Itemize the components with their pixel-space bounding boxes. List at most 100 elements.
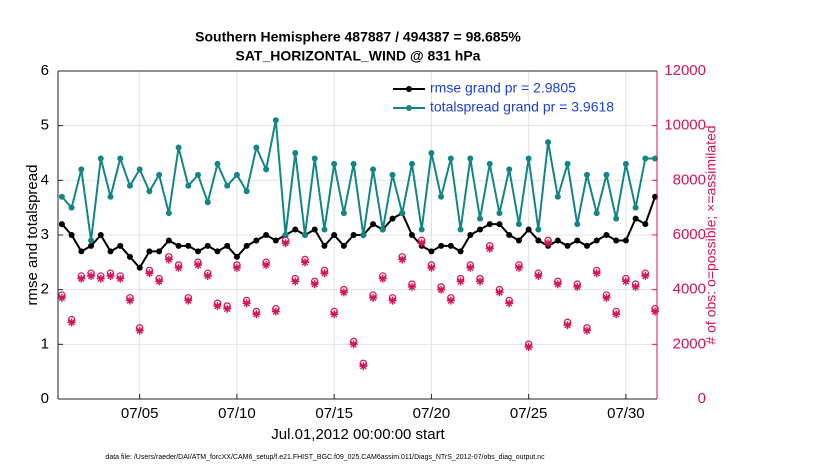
point bbox=[564, 242, 571, 249]
point bbox=[418, 226, 425, 233]
point bbox=[642, 221, 649, 228]
obs-assimilated bbox=[223, 304, 232, 313]
obs-assimilated bbox=[407, 282, 416, 291]
point bbox=[117, 242, 124, 249]
point bbox=[408, 160, 415, 167]
point bbox=[214, 160, 221, 167]
y-tick-label: 6 bbox=[41, 62, 49, 79]
obs-assimilated bbox=[573, 282, 582, 291]
point bbox=[389, 171, 396, 178]
point bbox=[195, 248, 202, 255]
point bbox=[583, 171, 590, 178]
obs-assimilated bbox=[544, 239, 553, 248]
point bbox=[107, 193, 114, 200]
legend-label: rmse grand pr = 2.9805 bbox=[430, 80, 576, 96]
point bbox=[156, 171, 163, 178]
y-tick-label: 4 bbox=[41, 171, 49, 188]
point bbox=[263, 166, 270, 173]
obs-assimilated bbox=[252, 310, 261, 319]
point bbox=[467, 232, 474, 238]
point bbox=[272, 117, 279, 124]
obs-assimilated bbox=[67, 318, 76, 327]
obs-assimilated bbox=[651, 307, 660, 316]
obs-assimilated bbox=[631, 282, 640, 291]
point bbox=[146, 188, 153, 195]
obs-assimilated bbox=[514, 263, 523, 272]
chart-subtitle: SAT_HORIZONTAL_WIND @ 831 hPa bbox=[236, 48, 481, 64]
footnote: data file: /Users/raeder/DAI/ATM_forcXX/… bbox=[105, 454, 545, 461]
point bbox=[165, 237, 172, 244]
point bbox=[78, 166, 85, 173]
obs-assimilated bbox=[602, 293, 611, 302]
point bbox=[350, 160, 357, 167]
legend-label: totalspread grand pr = 3.9618 bbox=[430, 99, 614, 115]
point bbox=[554, 237, 561, 244]
point bbox=[613, 237, 620, 244]
point bbox=[156, 248, 163, 255]
point bbox=[243, 188, 250, 195]
obs-assimilated bbox=[495, 288, 504, 297]
point bbox=[477, 226, 484, 233]
obs-assimilated bbox=[116, 274, 125, 283]
point bbox=[370, 166, 377, 173]
point bbox=[117, 155, 124, 162]
point bbox=[331, 232, 338, 238]
point bbox=[136, 166, 143, 173]
point bbox=[233, 171, 240, 178]
point bbox=[593, 210, 600, 217]
obs-assimilated bbox=[592, 269, 601, 278]
point bbox=[457, 226, 464, 233]
point bbox=[525, 155, 532, 162]
point bbox=[272, 237, 279, 244]
point bbox=[603, 232, 610, 238]
point bbox=[389, 215, 396, 222]
obs-assimilated bbox=[476, 277, 485, 286]
point bbox=[496, 210, 503, 217]
obs-assimilated bbox=[582, 326, 591, 335]
point bbox=[78, 248, 85, 255]
y2-tick-label: 6000 bbox=[673, 226, 706, 243]
obs-assimilated bbox=[388, 296, 397, 305]
point bbox=[545, 139, 552, 146]
point bbox=[428, 150, 435, 156]
point bbox=[457, 248, 464, 255]
obs-assimilated bbox=[524, 343, 533, 352]
point bbox=[214, 248, 221, 255]
obs-assimilated bbox=[213, 302, 222, 311]
obs-assimilated bbox=[349, 340, 358, 349]
point bbox=[292, 226, 299, 233]
obs-assimilated bbox=[456, 277, 465, 286]
point bbox=[165, 210, 172, 217]
obs-assimilated bbox=[77, 274, 86, 283]
point bbox=[467, 155, 474, 162]
y2-tick-label: 12000 bbox=[664, 62, 706, 79]
point bbox=[263, 232, 270, 238]
point bbox=[185, 182, 192, 189]
point bbox=[438, 242, 445, 249]
point bbox=[253, 237, 260, 244]
point bbox=[321, 226, 328, 233]
y2-axis-label: # of obs: o=possible; ×=assimilated bbox=[703, 125, 719, 344]
point bbox=[58, 193, 65, 200]
point bbox=[126, 253, 133, 260]
point bbox=[370, 221, 377, 228]
point bbox=[603, 171, 610, 178]
obs-assimilated bbox=[417, 239, 426, 248]
point bbox=[399, 210, 406, 217]
y-tick-label: 1 bbox=[41, 335, 49, 352]
y2-tick-label: 4000 bbox=[673, 281, 706, 298]
point bbox=[506, 232, 513, 238]
obs-assimilated bbox=[281, 239, 290, 248]
point bbox=[224, 182, 231, 189]
y2-tick-label: 0 bbox=[698, 390, 706, 407]
obs-assimilated bbox=[505, 299, 514, 308]
y-tick-label: 5 bbox=[41, 117, 49, 134]
point bbox=[126, 182, 133, 189]
obs-assimilated bbox=[612, 310, 621, 319]
point bbox=[224, 242, 231, 249]
point bbox=[175, 242, 182, 249]
point bbox=[301, 232, 308, 238]
point bbox=[311, 155, 318, 162]
point bbox=[146, 248, 153, 255]
